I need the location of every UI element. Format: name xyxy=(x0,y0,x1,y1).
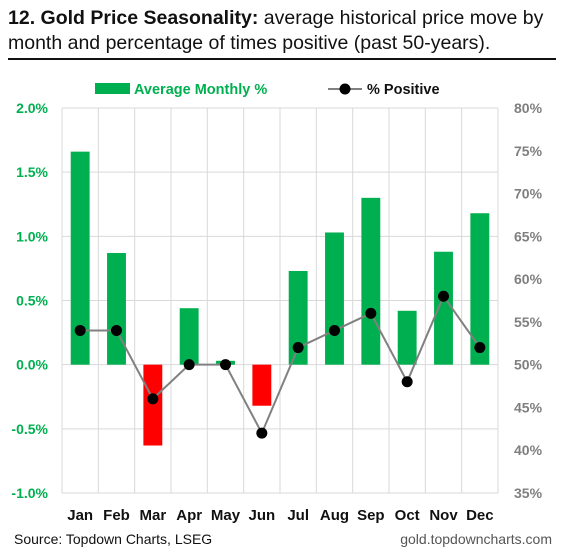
chart-title-bold: 12. Gold Price Seasonality: xyxy=(8,7,259,29)
legend-bar-label: Average Monthly % xyxy=(134,82,267,98)
bar-mar xyxy=(143,364,163,446)
left-tick-label: -0.5% xyxy=(11,421,48,437)
title-divider xyxy=(8,58,556,60)
point-feb xyxy=(111,324,122,336)
category-label: Dec xyxy=(466,507,494,524)
point-dec xyxy=(474,342,486,354)
category-label: Jul xyxy=(287,507,309,524)
bar-jul xyxy=(288,270,308,365)
chart-title-text: average historical price move by month a… xyxy=(8,7,544,54)
point-sep xyxy=(365,307,377,319)
right-tick-label: 65% xyxy=(514,228,543,244)
legend: Average Monthly % % Positive xyxy=(95,82,440,98)
bar-dec xyxy=(470,213,490,365)
right-tick-label: 80% xyxy=(514,100,543,116)
category-label: Nov xyxy=(429,507,458,524)
right-tick-label: 70% xyxy=(514,186,543,202)
point-apr xyxy=(183,359,195,371)
bar-aug xyxy=(325,232,344,365)
category-label: Mar xyxy=(139,507,166,524)
left-tick-label: 1.5% xyxy=(16,164,48,180)
bar-apr xyxy=(179,308,199,365)
legend-bar-swatch xyxy=(95,83,130,94)
category-label: Oct xyxy=(395,507,420,524)
left-tick-label: -1.0% xyxy=(11,485,48,501)
legend-line-label: % Positive xyxy=(367,82,440,98)
point-nov xyxy=(438,290,449,302)
grid xyxy=(61,107,499,494)
right-tick-label: 55% xyxy=(514,314,543,330)
right-tick-label: 50% xyxy=(514,357,543,373)
point-jan xyxy=(74,324,86,336)
point-mar xyxy=(147,393,159,405)
category-label: Apr xyxy=(176,507,202,524)
website-url: gold.topdowncharts.com xyxy=(400,531,552,547)
category-label: May xyxy=(211,507,241,524)
left-tick-label: 0.5% xyxy=(16,293,48,309)
left-tick-label: 0.0% xyxy=(16,357,48,373)
right-tick-label: 60% xyxy=(514,271,543,287)
point-aug xyxy=(329,324,340,336)
bar-jun xyxy=(252,364,272,406)
bar-oct xyxy=(397,310,417,365)
line-path xyxy=(80,294,481,436)
category-label: Feb xyxy=(103,507,130,524)
bar-nov xyxy=(434,251,453,365)
right-tick-label: 35% xyxy=(514,485,543,501)
right-tick-label: 40% xyxy=(514,442,543,458)
bar-jan xyxy=(70,151,90,365)
axes: -1.0% -0.5% 0.0% 0.5% 1.0% 1.5% 2.0% 35% 40% 45% 5… xyxy=(11,100,542,524)
bar-feb xyxy=(107,253,126,365)
category-label: Jan xyxy=(67,507,93,524)
point-jun xyxy=(256,427,268,439)
line-series xyxy=(74,290,486,439)
point-may xyxy=(220,359,231,371)
category-label: Aug xyxy=(320,507,349,524)
category-label: Sep xyxy=(357,507,385,524)
right-tick-label: 75% xyxy=(514,143,543,159)
right-tick-label: 45% xyxy=(514,399,543,415)
chart: -1.0% -0.5% 0.0% 0.5% 1.0% 1.5% 2.0% 35% 40% 45% 5… xyxy=(11,82,542,524)
point-jul xyxy=(292,342,304,354)
chart-title: 12. Gold Price Seasonality: average hist… xyxy=(8,6,556,56)
left-tick-label: 2.0% xyxy=(16,100,48,116)
left-tick-label: 1.0% xyxy=(16,228,48,244)
legend-line-marker xyxy=(339,83,351,95)
bar-sep xyxy=(361,197,381,365)
point-oct xyxy=(401,376,413,388)
source-note: Source: Topdown Charts, LSEG xyxy=(14,531,213,547)
category-label: Jun xyxy=(248,507,275,524)
